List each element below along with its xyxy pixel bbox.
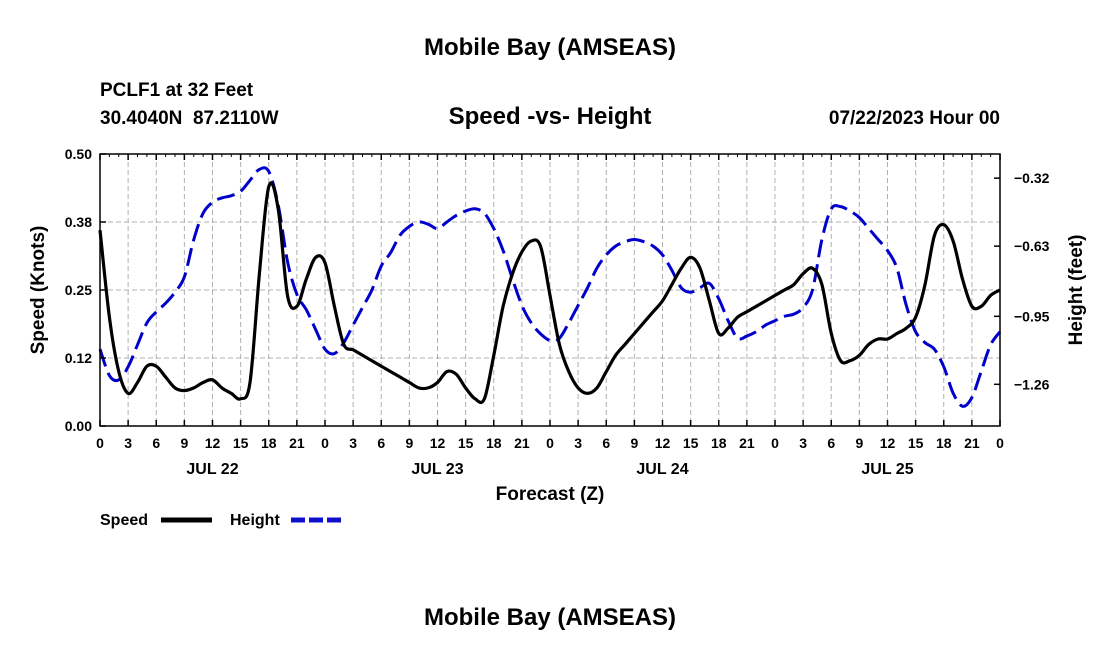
x-tick-label: 18: [711, 435, 727, 451]
datetime-label: 07/22/2023 Hour 00: [829, 108, 1000, 129]
y2-tick-label: −0.32: [1014, 170, 1050, 186]
y-tick-label: 0.00: [65, 418, 92, 434]
x-tick-label: 21: [514, 435, 530, 451]
y2-tick-label: −0.95: [1014, 308, 1050, 324]
x-tick-label: 0: [321, 435, 329, 451]
date-label: JUL 23: [411, 461, 463, 478]
x-tick-label: 21: [739, 435, 755, 451]
x-tick-label: 12: [430, 435, 446, 451]
y-tick-label: 0.38: [65, 214, 92, 230]
date-label: JUL 22: [186, 461, 238, 478]
legend-speed-label: Speed: [100, 512, 148, 529]
y-axis-title: Speed (Knots): [28, 226, 49, 355]
station-label: PCLF1 at 32 Feet: [100, 80, 254, 101]
y2-tick-label: −1.26: [1014, 376, 1050, 392]
y-tick-label: 0.25: [65, 282, 92, 298]
x-tick-label: 9: [405, 435, 413, 451]
x-tick-label: 15: [683, 435, 699, 451]
x-tick-label: 6: [152, 435, 160, 451]
axis-ticks: 0 3 6 9 12 15 18 21 0 3 6 9 12 15 18 21 0 3 6 9 12 15 18 21 0 3 6 9…: [65, 146, 1050, 478]
date-label: JUL 25: [861, 461, 913, 478]
x-tick-label: 18: [936, 435, 952, 451]
date-label: JUL 24: [636, 461, 688, 478]
plot-area: 0 3 6 9 12 15 18 21 0 3 6 9 12 15 18 21 0 3 6 9 12 15 18 21 0 3 6 9…: [65, 146, 1050, 478]
series-height-line: [98, 166, 1002, 408]
x-tick-label: 9: [855, 435, 863, 451]
series-layer: [98, 166, 1002, 408]
x-tick-label: 21: [964, 435, 980, 451]
coordinates-label: 30.4040N 87.2110W: [100, 108, 279, 129]
chart-subtitle: Speed -vs- Height: [449, 103, 652, 130]
x-tick-label: 9: [180, 435, 188, 451]
x-tick-label: 6: [827, 435, 835, 451]
x-tick-label: 15: [458, 435, 474, 451]
x-tick-label: 21: [289, 435, 305, 451]
x-tick-label: 6: [602, 435, 610, 451]
legend: Speed Height: [100, 512, 342, 529]
x-tick-label: 15: [233, 435, 249, 451]
x-tick-label: 3: [574, 435, 582, 451]
y-tick-label: 0.50: [65, 146, 92, 162]
x-tick-label: 15: [908, 435, 924, 451]
x-tick-label: 18: [486, 435, 502, 451]
x-tick-label: 0: [546, 435, 554, 451]
y2-axis-title: Height (feet): [1066, 235, 1087, 346]
x-tick-label: 3: [799, 435, 807, 451]
x-tick-label: 3: [124, 435, 132, 451]
x-tick-label: 12: [655, 435, 671, 451]
x-tick-label: 0: [996, 435, 1004, 451]
x-axis-title: Forecast (Z): [496, 484, 605, 505]
x-tick-label: 12: [880, 435, 896, 451]
main-title: Mobile Bay (AMSEAS): [424, 34, 676, 61]
x-tick-label: 6: [377, 435, 385, 451]
x-tick-label: 12: [205, 435, 221, 451]
legend-height-label: Height: [230, 512, 280, 529]
footer-title: Mobile Bay (AMSEAS): [424, 604, 676, 631]
x-tick-label: 0: [96, 435, 104, 451]
y-tick-label: 0.12: [65, 350, 92, 366]
series-speed-line: [98, 181, 1001, 405]
x-tick-label: 3: [349, 435, 357, 451]
y2-tick-label: −0.63: [1014, 238, 1050, 254]
x-tick-label: 0: [771, 435, 779, 451]
x-tick-label: 9: [630, 435, 638, 451]
x-tick-label: 18: [261, 435, 277, 451]
